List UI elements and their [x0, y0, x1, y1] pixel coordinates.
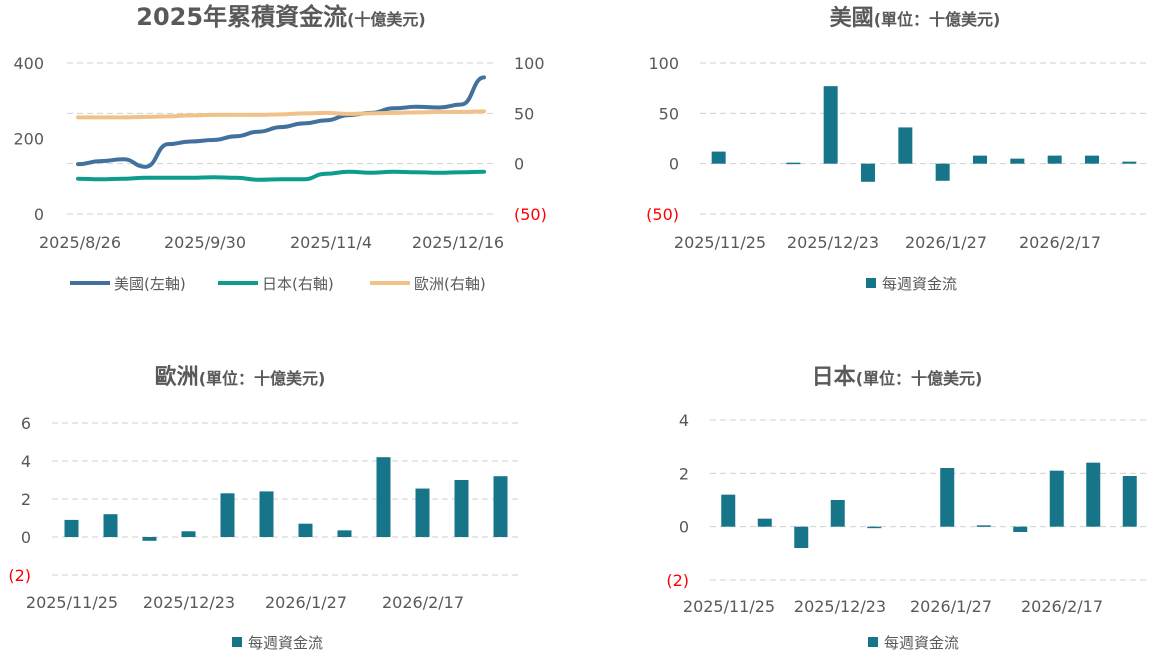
bar [786, 162, 801, 165]
chart-title-main: 日本 [812, 365, 856, 390]
y-right-tick-label: 100 [514, 54, 545, 73]
bar [861, 163, 875, 182]
chart-title: 歐洲(單位：十億美元) [155, 364, 326, 390]
bar [976, 525, 991, 527]
legend-label: 每週資金流 [248, 634, 323, 652]
y-tick-label: 50 [659, 104, 679, 123]
bar [940, 468, 955, 527]
bar [1122, 161, 1137, 164]
bar [493, 476, 508, 537]
x-tick-label: 2025/12/16 [412, 233, 504, 252]
y-tick-label: (2) [666, 571, 689, 590]
bar [337, 530, 352, 537]
y-right-tick-label: (50) [514, 205, 547, 224]
x-tick-label: 2025/12/23 [143, 593, 235, 612]
chart-title-unit: (單位：十億美元) [199, 369, 326, 388]
x-tick-label: 2026/2/17 [382, 593, 464, 612]
bar [103, 514, 118, 537]
legend-swatch [866, 278, 876, 288]
y-tick-label: 0 [21, 528, 31, 547]
weekly-flow-chart-1: 美國(單位：十億美元) 100 50 0 (50) 2025/11/25 2025/12/2… [646, 5, 1148, 293]
chart-title-unit: (單位：十億美元) [856, 369, 983, 388]
bar [64, 519, 79, 537]
x-tick-label: 2025/11/4 [290, 233, 372, 252]
y-tick-label: 4 [21, 452, 31, 471]
bar [415, 488, 430, 537]
y-left-tick-label: 200 [13, 130, 44, 149]
chart-title: 美國(單位：十億美元) [830, 5, 1001, 31]
bar [973, 155, 987, 164]
x-tick-label: 2025/8/26 [39, 233, 121, 252]
bar [1047, 155, 1062, 164]
y-tick-label: 0 [669, 155, 679, 174]
bar [298, 523, 313, 537]
bar [1049, 470, 1064, 527]
bar [1013, 526, 1028, 532]
bar [142, 537, 157, 541]
bar [1086, 462, 1101, 527]
bar [181, 531, 196, 537]
y-left-tick-label: 400 [13, 54, 44, 73]
y-tick-label: 2 [21, 490, 31, 509]
chart-title: 日本(單位：十億美元) [812, 365, 983, 390]
bar [711, 151, 726, 164]
legend-swatch [232, 637, 242, 647]
y-tick-label: 4 [679, 411, 689, 430]
bar [757, 518, 772, 527]
chart-title-main: 歐洲 [155, 364, 199, 390]
chart-title-unit: (十億美元) [347, 10, 426, 29]
chart-title-main: 2025年累積資金流 [136, 3, 347, 31]
x-tick-label: 2025/11/25 [674, 233, 766, 252]
x-tick-label: 2025/12/23 [787, 233, 879, 252]
bar [1085, 155, 1099, 164]
y-right-tick-label: 0 [514, 155, 524, 174]
bar [935, 163, 950, 181]
legend-label: 每週資金流 [884, 634, 959, 652]
legend-label: 美國(左軸) [114, 275, 186, 293]
x-tick-label: 2025/11/25 [683, 597, 775, 616]
bar [794, 526, 809, 548]
bar [1010, 158, 1025, 164]
x-tick-label: 2026/1/27 [905, 233, 987, 252]
x-tick-label: 2026/1/27 [910, 597, 992, 616]
chart-title-unit: (單位：十億美元) [874, 10, 1001, 29]
cumulative-flow-chart: 2025年累積資金流(十億美元) 400 200 0 100 50 0 (50) 2025/8/… [13, 3, 546, 293]
x-tick-label: 2025/11/25 [26, 593, 118, 612]
bar [830, 500, 845, 527]
bar [721, 494, 736, 527]
y-tick-label: 0 [679, 518, 689, 537]
y-tick-label: 2 [679, 464, 689, 483]
x-tick-label: 2025/12/23 [794, 597, 886, 616]
bar [376, 457, 391, 537]
bar [220, 493, 235, 537]
legend-label: 每週資金流 [882, 275, 957, 293]
y-tick-label: 100 [648, 54, 679, 73]
series-line-2 [76, 109, 486, 120]
bar [454, 480, 469, 537]
y-tick-label: (2) [8, 566, 31, 585]
x-tick-label: 2026/2/17 [1021, 597, 1103, 616]
legend-label: 歐洲(右軸) [414, 275, 486, 293]
weekly-flow-chart-2: 歐洲(單位：十億美元) 6 4 2 0 (2) 2025/11/25 2025/12/23 20… [8, 364, 520, 652]
bar [867, 526, 882, 529]
x-tick-label: 2026/1/27 [265, 593, 347, 612]
legend-label: 日本(右軸) [262, 275, 334, 293]
y-right-tick-label: 50 [514, 104, 534, 123]
legend-swatch [868, 637, 878, 647]
y-tick-label: (50) [646, 205, 679, 224]
chart-title-main: 美國 [830, 5, 874, 31]
x-tick-label: 2026/2/17 [1019, 233, 1101, 252]
y-tick-label: 6 [21, 414, 31, 433]
bar [898, 127, 913, 164]
bar [823, 86, 838, 164]
bar [1122, 476, 1137, 527]
series-line-1 [76, 169, 486, 182]
y-left-tick-label: 0 [34, 205, 44, 224]
weekly-flow-chart-3: 日本(單位：十億美元) 4 2 0 (2) 2025/11/25 2025/12/23 202… [666, 365, 1148, 652]
chart-title: 2025年累積資金流(十億美元) [136, 3, 425, 31]
series-line-0 [76, 75, 486, 169]
x-tick-label: 2025/9/30 [164, 233, 246, 252]
bar [259, 491, 274, 537]
